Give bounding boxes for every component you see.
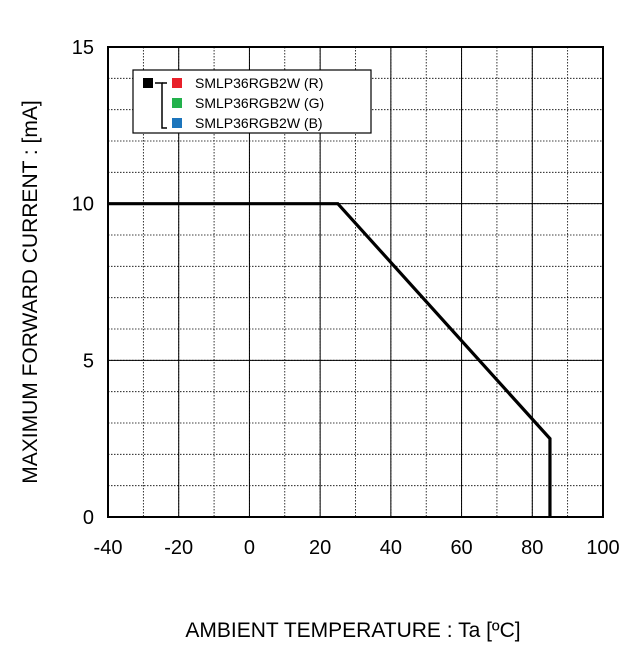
y-tick-label: 15 (72, 37, 94, 59)
x-tick-labels: -40 -20 0 20 40 60 80 100 (94, 537, 620, 559)
series-group (108, 202, 552, 517)
x-tick-label: -20 (164, 537, 193, 559)
x-tick-label: 20 (309, 537, 331, 559)
x-axis-title: AMBIENT TEMPERATURE : Ta [ºC] (185, 619, 520, 642)
x-tick-label: 100 (586, 537, 619, 559)
legend: SMLP36RGB2W (R) SMLP36RGB2W (G) SMLP36RGB2… (132, 69, 372, 134)
y-tick-label: 0 (83, 507, 94, 529)
legend-label: SMLP36RGB2W (B) (195, 115, 323, 131)
x-tick-label: 0 (244, 537, 255, 559)
x-tick-label: 40 (380, 537, 402, 559)
legend-label: SMLP36RGB2W (R) (195, 75, 323, 91)
y-tick-labels: 0 5 10 15 (72, 37, 94, 529)
legend-swatch (172, 98, 182, 108)
legend-group-marker (143, 78, 153, 88)
x-tick-label: 60 (450, 537, 472, 559)
y-axis-title: MAXIMUM FORWARD CURRENT : [mA] (19, 100, 42, 483)
legend-swatch (172, 78, 182, 88)
legend-swatch (172, 118, 182, 128)
x-tick-label: 80 (521, 537, 543, 559)
x-tick-label: -40 (94, 537, 123, 559)
plot-frame (107, 46, 604, 518)
legend-bracket (155, 82, 167, 129)
legend-label: SMLP36RGB2W (G) (195, 95, 324, 111)
y-tick-label: 10 (72, 194, 94, 216)
series-line (108, 202, 552, 517)
y-tick-label: 5 (83, 350, 94, 372)
